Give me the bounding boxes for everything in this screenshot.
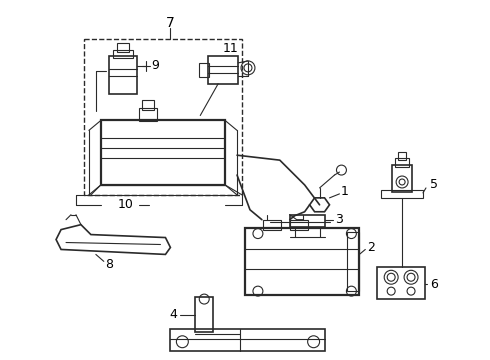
Text: 3: 3 — [336, 213, 343, 226]
Bar — [109, 56, 137, 94]
Bar — [113, 50, 133, 58]
Text: 1: 1 — [341, 185, 348, 198]
Text: 10: 10 — [118, 198, 134, 211]
Text: 4: 4 — [170, 309, 177, 321]
Text: 6: 6 — [430, 278, 438, 291]
Bar — [196, 297, 213, 332]
Text: 5: 5 — [430, 179, 438, 192]
Text: 2: 2 — [368, 241, 375, 254]
Bar — [117, 43, 129, 52]
Bar — [263, 220, 281, 230]
Bar — [398, 152, 406, 160]
Bar — [171, 329, 324, 351]
Bar — [199, 63, 209, 77]
Bar — [395, 158, 409, 167]
Bar — [139, 108, 156, 121]
Text: 11: 11 — [222, 41, 238, 54]
Text: 8: 8 — [105, 258, 113, 271]
Text: 9: 9 — [151, 59, 159, 72]
Bar — [381, 190, 423, 198]
Bar — [377, 267, 425, 299]
Bar — [101, 121, 225, 185]
Bar — [290, 220, 308, 230]
Bar — [245, 228, 359, 295]
Bar — [392, 165, 412, 192]
Bar — [347, 231, 359, 291]
Bar — [84, 39, 242, 195]
Bar — [142, 100, 153, 109]
Text: 7: 7 — [166, 16, 175, 30]
Bar — [208, 56, 238, 84]
Bar — [290, 215, 324, 227]
